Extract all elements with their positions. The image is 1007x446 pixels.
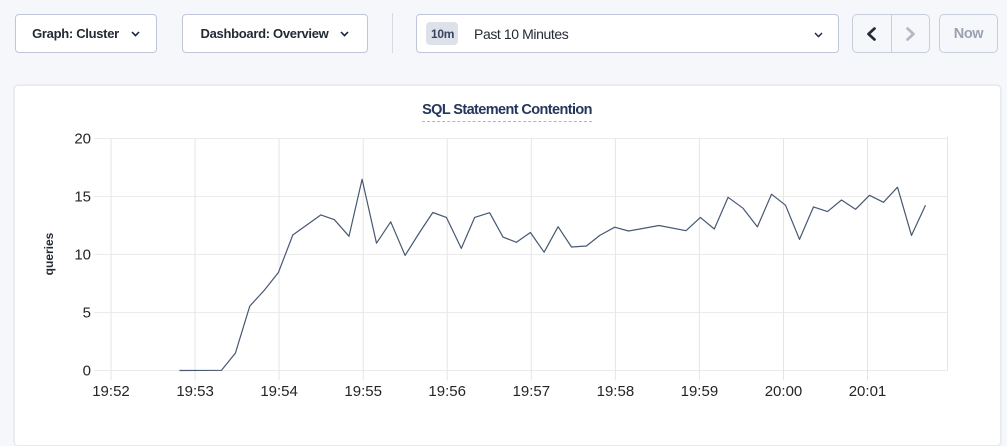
- svg-text:5: 5: [83, 305, 91, 322]
- svg-text:20: 20: [74, 131, 91, 148]
- svg-text:19:54: 19:54: [260, 383, 298, 400]
- svg-text:19:59: 19:59: [681, 383, 719, 400]
- svg-text:19:53: 19:53: [176, 383, 214, 400]
- svg-text:19:58: 19:58: [597, 383, 635, 400]
- svg-text:19:57: 19:57: [513, 383, 551, 400]
- svg-text:19:55: 19:55: [344, 383, 382, 400]
- svg-text:15: 15: [74, 189, 91, 206]
- svg-text:0: 0: [83, 363, 91, 380]
- svg-text:20:01: 20:01: [849, 383, 887, 400]
- svg-text:20:00: 20:00: [765, 383, 803, 400]
- svg-text:10: 10: [74, 247, 91, 264]
- svg-text:19:56: 19:56: [428, 383, 466, 400]
- svg-text:19:52: 19:52: [92, 383, 130, 400]
